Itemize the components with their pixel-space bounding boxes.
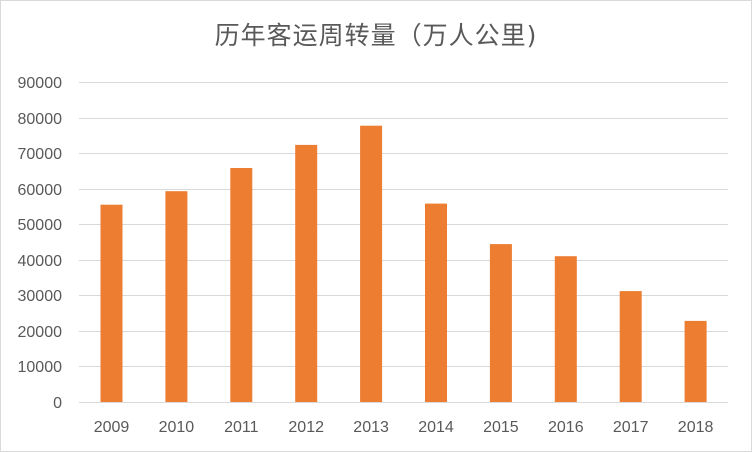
bar-2010 — [165, 191, 188, 402]
bar-2014 — [425, 203, 447, 402]
y-tick-label: 30000 — [18, 288, 63, 305]
bar-2018 — [684, 320, 707, 402]
x-tick-label: 2011 — [224, 419, 259, 436]
y-tick-label: 90000 — [18, 75, 63, 92]
y-tick-label: 20000 — [18, 324, 63, 341]
bar-2017 — [619, 291, 642, 402]
bar-2012 — [295, 144, 318, 402]
x-tick-label: 2010 — [159, 419, 195, 436]
x-tick-label: 2015 — [483, 419, 519, 436]
x-tick-label: 2016 — [548, 419, 584, 436]
x-tick-label: 2013 — [353, 419, 389, 436]
y-tick-label: 40000 — [18, 253, 63, 270]
bars — [100, 125, 707, 402]
y-tick-label: 10000 — [18, 359, 63, 376]
bar-2013 — [360, 125, 383, 402]
bar-2015 — [489, 244, 512, 402]
y-tick-label: 80000 — [18, 111, 63, 128]
x-axis-ticks: 2009 2010 2011 2012 2013 2014 2015 2016 2017 2018 — [94, 419, 714, 436]
y-axis-ticks: 0 10000 20000 30000 40000 50000 60000 70000 8000… — [18, 75, 63, 412]
x-tick-label: 2018 — [678, 419, 714, 436]
y-tick-label: 0 — [53, 395, 62, 412]
x-tick-label: 2009 — [94, 419, 130, 436]
x-tick-label: 2012 — [288, 419, 324, 436]
y-tick-label: 60000 — [18, 182, 63, 199]
y-tick-label: 50000 — [18, 217, 63, 234]
bar-2009 — [100, 204, 123, 402]
y-tick-label: 70000 — [18, 146, 63, 163]
x-tick-label: 2014 — [418, 419, 454, 436]
chart-title: 历年客运周转量（万人公里) — [214, 21, 538, 50]
bar-2011 — [230, 168, 253, 402]
x-tick-label: 2017 — [613, 419, 649, 436]
bar-2016 — [554, 256, 577, 402]
